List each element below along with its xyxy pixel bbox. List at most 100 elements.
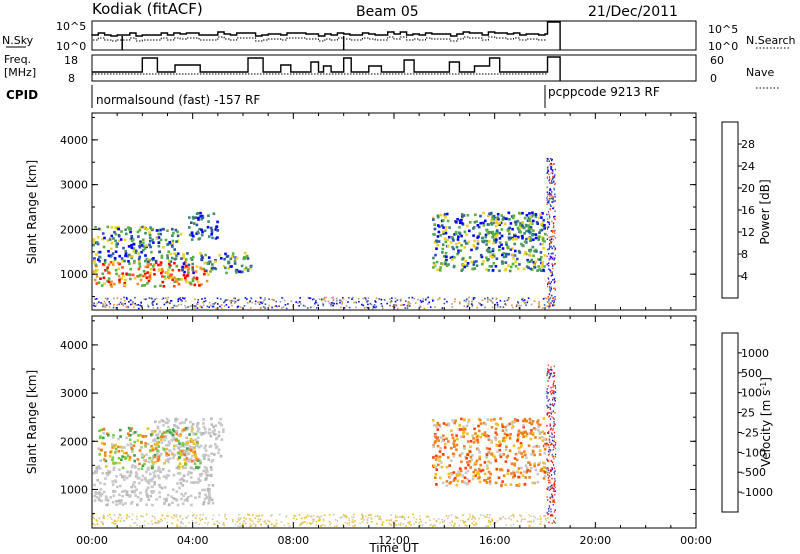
ground-scatter <box>108 306 111 308</box>
ground-scatter <box>432 525 434 527</box>
scatter-cell <box>453 256 456 259</box>
ground-scatter <box>367 297 370 299</box>
scatter-cell <box>533 462 536 466</box>
scatter-cell <box>149 245 152 249</box>
scatter-cell <box>450 459 453 462</box>
ground-scatter <box>471 300 474 303</box>
scatter-cell <box>104 498 108 502</box>
noise-column <box>546 301 548 303</box>
scatter-cell <box>444 231 448 235</box>
ground-scatter <box>323 297 326 300</box>
ground-scatter <box>410 524 412 526</box>
ground-scatter <box>128 515 130 518</box>
scatter-cell <box>93 278 97 282</box>
noise-column <box>553 436 555 438</box>
ground-scatter <box>327 300 330 303</box>
scatter-cell <box>115 475 118 478</box>
colorbar-tick-label: 28 <box>741 138 755 151</box>
scatter-cell <box>184 278 188 282</box>
noise-column <box>548 281 550 283</box>
noise-column <box>553 445 555 448</box>
ground-scatter <box>478 517 480 520</box>
scatter-cell <box>474 468 477 472</box>
ground-scatter <box>224 513 227 516</box>
scatter-cell <box>176 482 179 485</box>
scatter-cell <box>176 234 180 238</box>
ground-scatter <box>126 298 128 300</box>
scatter-cell <box>436 268 439 271</box>
scatter-cell <box>118 461 121 465</box>
ground-scatter <box>199 519 202 522</box>
scatter-cell <box>222 428 225 431</box>
noise-column <box>554 254 557 257</box>
scatter-cell <box>460 213 464 216</box>
ground-scatter <box>103 304 105 306</box>
ground-scatter <box>481 299 484 302</box>
noise-column <box>552 496 554 499</box>
scatter-cell <box>128 226 132 230</box>
ground-scatter <box>237 299 240 301</box>
scatter-cell <box>123 478 126 481</box>
noise-column <box>553 520 555 522</box>
ground-scatter <box>363 519 365 521</box>
ground-scatter <box>388 522 391 525</box>
noise-column <box>552 486 554 489</box>
scatter-cell <box>191 255 195 259</box>
ground-scatter <box>213 523 215 525</box>
ground-scatter <box>548 298 551 300</box>
scatter-cell <box>210 468 213 472</box>
ground-scatter <box>472 298 475 301</box>
scatter-cell <box>112 489 115 493</box>
noise-column <box>551 220 553 223</box>
ground-scatter <box>332 304 334 307</box>
x-tick-label: 12:00 <box>378 534 410 547</box>
scatter-cell <box>184 449 188 453</box>
scatter-cell <box>435 260 439 264</box>
scatter-cell <box>95 268 99 272</box>
ground-scatter <box>328 520 331 523</box>
noise-column <box>547 171 549 173</box>
ground-scatter <box>452 525 455 527</box>
scatter-cell <box>103 261 107 264</box>
power-scatter <box>92 157 557 310</box>
ground-scatter <box>182 522 184 525</box>
ground-scatter <box>472 516 475 518</box>
scatter-cell <box>173 424 176 427</box>
scatter-cell <box>176 418 179 421</box>
ground-scatter <box>344 516 347 519</box>
scatter-cell <box>143 462 146 466</box>
ground-scatter <box>281 297 284 299</box>
scatter-cell <box>182 479 185 482</box>
scatter-cell <box>124 228 127 231</box>
ground-scatter <box>229 300 231 302</box>
noise-column <box>554 257 556 259</box>
scatter-cell <box>106 225 109 229</box>
ground-scatter <box>316 307 318 309</box>
scatter-cell <box>467 479 471 483</box>
ground-scatter <box>530 520 532 523</box>
scatter-cell <box>534 436 537 439</box>
ground-scatter <box>322 305 325 307</box>
scatter-cell <box>194 432 198 436</box>
ground-scatter <box>381 524 384 526</box>
ground-scatter <box>361 521 364 523</box>
scatter-cell <box>455 473 459 476</box>
noise-column <box>550 449 552 451</box>
scatter-cell <box>114 480 118 484</box>
ground-scatter <box>491 306 494 308</box>
scatter-cell <box>455 245 459 249</box>
noise-column <box>553 418 555 420</box>
ground-scatter <box>317 515 319 518</box>
noise-column <box>552 252 554 255</box>
ground-scatter <box>136 518 138 521</box>
scatter-cell <box>529 463 532 466</box>
scatter-cell <box>171 227 174 231</box>
scatter-cell <box>164 277 167 281</box>
scatter-cell <box>514 249 517 253</box>
ground-scatter <box>304 521 306 523</box>
scatter-cell <box>523 240 527 244</box>
scatter-cell <box>496 423 500 427</box>
scatter-cell <box>494 265 498 268</box>
scatter-cell <box>132 261 136 265</box>
scatter-cell <box>495 422 498 426</box>
